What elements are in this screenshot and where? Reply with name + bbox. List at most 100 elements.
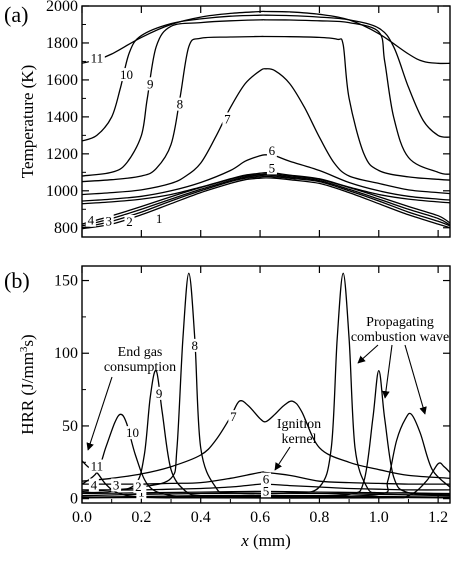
panel-b-series-9 [82, 369, 450, 497]
panel-a-series-5 [82, 172, 450, 205]
panel-a-series-7 [82, 68, 450, 196]
panel-a-curve-label-bg [266, 143, 277, 157]
panel-b-xtick-label: 1.2 [428, 509, 448, 526]
panel-a-series-10 [82, 14, 450, 142]
panel-b-y-axis-title-main: HRR (J/mm [18, 352, 37, 435]
panel-b-curve-label-5: 5 [263, 483, 270, 498]
panel-b-curve-label-bg [124, 426, 141, 440]
panel-b-curve-label-bg [88, 459, 105, 473]
panel-a-curve-label-9: 9 [147, 76, 154, 91]
x-axis-title-var: x [240, 531, 249, 550]
panel-a-frame [81, 5, 451, 238]
panel-b-series-6 [82, 471, 450, 485]
arrow-propagating-1 [357, 344, 379, 364]
panel-b-ytick-label: 0 [70, 491, 78, 508]
arrow-propagating-3 [404, 344, 427, 415]
arrow-propagating-2 [382, 344, 393, 399]
panel-b-series-7 [82, 400, 450, 482]
panel-b-series-8 [82, 272, 450, 495]
panel-b-ytick-label: 150 [54, 273, 78, 290]
panel-b-curve-label-bg [261, 484, 271, 498]
arrow-ignition [274, 446, 291, 471]
panel-a-series-4 [82, 173, 450, 225]
panel-a-series-2 [82, 175, 450, 229]
panel-a-chart: 800 1000 1200 1400 1600 1800 2000 Temperature (… [18, 0, 451, 238]
panel-b-xtick-label: 0.0 [72, 509, 92, 526]
annotation-propagating-line1: Propagating [366, 315, 434, 330]
panel-b-xtick-label: 0.6 [250, 509, 270, 526]
annotation-propagating-line2: combustion wave [351, 330, 449, 345]
panel-b-curve-label-8: 8 [192, 338, 199, 353]
panel-b-curve-label-bg [154, 386, 165, 400]
panel-b-y-axis-title: HRR (J/mm3s) [18, 334, 37, 434]
panel-b-y-axis-title-end: s) [18, 334, 37, 346]
panel-a-curve-label-bg [85, 213, 96, 227]
annotation-ignition-line1: Ignition [277, 417, 321, 432]
panel-a-curve-label-bg [145, 77, 156, 91]
panel-b-curve-label-bg [228, 410, 239, 424]
panel-b-curve-label-3: 3 [113, 477, 120, 492]
panel-b-curve-label-bg [133, 479, 144, 493]
panel-b-curve-label-10: 10 [126, 425, 139, 440]
panel-a-label: (a) [4, 2, 28, 27]
panel-a-series-11 [82, 10, 450, 65]
panel-a-curve-label-2: 2 [126, 214, 133, 229]
panel-b-curve-label-9: 9 [156, 386, 163, 401]
panel-b-curve-label-bg [261, 472, 271, 486]
panel-b-frame [81, 265, 451, 504]
panel-b-curve-label-4: 4 [91, 477, 98, 492]
panel-a-curve-label-bg [174, 97, 185, 111]
panel-a-curve-label-5: 5 [269, 160, 276, 175]
panel-b-y-axis-title-sup: 3 [18, 346, 30, 352]
panel-a-curve-label-bg [118, 68, 135, 82]
panel-a-curve-label-11: 11 [91, 50, 104, 65]
panel-a-ytick-label: 1000 [46, 183, 78, 200]
panel-b-curve-label-2: 2 [135, 479, 142, 494]
panel-b-curve-label-6: 6 [263, 472, 270, 487]
panel-a-ytick-label: 2000 [46, 0, 78, 15]
annotation-end-gas-line1: End gas [118, 345, 163, 360]
panel-b-curve-label-11: 11 [91, 459, 104, 474]
panel-a-y-axis-title: Temperature (K) [18, 65, 37, 179]
panel-b-curve-label-bg [189, 338, 200, 352]
panel-a-series-group [82, 10, 450, 230]
panel-a-curve-label-1: 1 [156, 211, 163, 226]
panel-b-curve-label-bg [111, 478, 122, 492]
panel-a-series-8 [82, 35, 450, 183]
annotation-end-gas-line2: consumption [104, 360, 176, 375]
panel-a-series-6 [82, 154, 450, 202]
panel-a-ytick-label: 1600 [46, 72, 78, 89]
panel-a-series-1 [82, 177, 450, 230]
panel-a-curve-label-bg [103, 214, 114, 228]
panel-a-curve-label-3: 3 [105, 213, 112, 228]
panel-a-curve-label-8: 8 [177, 97, 184, 112]
panel-a-ytick-label: 1800 [46, 35, 78, 52]
arrow-end-gas [86, 376, 113, 451]
panel-b-xtick-label: 1.0 [369, 509, 389, 526]
panel-a-curve-label-bg [154, 212, 165, 226]
x-axis-title-unit: (mm) [249, 531, 291, 550]
panel-b-xtick-label: 0.4 [191, 509, 211, 526]
panel-b-xtick-label: 0.2 [131, 509, 151, 526]
panel-a-curve-label-bg [124, 214, 135, 228]
panel-a-ytick-label: 1200 [46, 146, 78, 163]
panel-a-curve-label-bg [88, 51, 105, 65]
panel-a-curve-label-bg [222, 112, 233, 126]
panel-a-ytick-label: 1400 [46, 109, 78, 126]
panel-b-ytick-label: 50 [62, 418, 78, 435]
annotation-ignition-line2: kernel [282, 432, 317, 447]
panel-a-curve-label-6: 6 [269, 143, 276, 158]
panel-a-series-9 [82, 19, 450, 177]
panel-a-curve-label-4: 4 [88, 213, 95, 228]
panel-b-curve-label-bg [88, 478, 99, 492]
panel-b-xtick-label: 0.8 [309, 509, 329, 526]
panel-a-curve-label-bg [266, 161, 277, 175]
panel-a-curve-label-10: 10 [120, 67, 133, 82]
panel-a-series-3 [82, 174, 450, 227]
panel-a-curve-label-7: 7 [224, 111, 231, 126]
panel-b-ytick-label: 100 [54, 345, 78, 362]
x-axis-title: x (mm) [240, 531, 291, 550]
panel-a-ytick-label: 800 [54, 220, 78, 237]
